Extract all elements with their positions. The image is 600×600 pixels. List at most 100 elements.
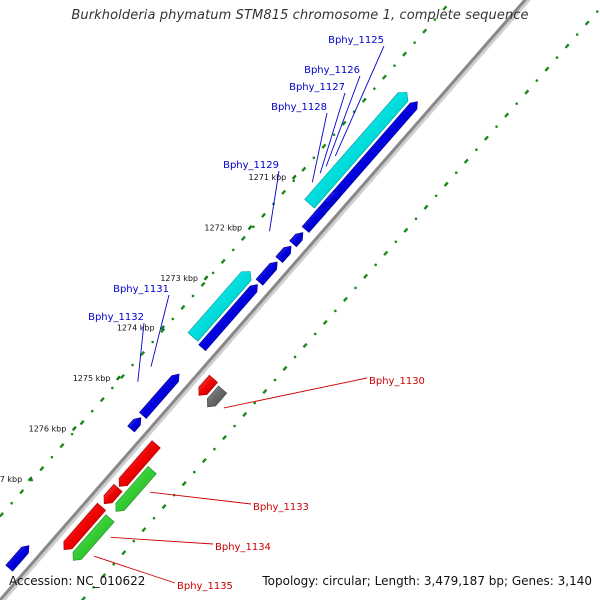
gc-skew-dot bbox=[463, 158, 469, 164]
ruler-tick bbox=[247, 225, 253, 231]
backbone-line bbox=[0, 0, 527, 600]
gene-leader-line bbox=[94, 555, 176, 584]
gc-content-dot bbox=[220, 258, 226, 264]
gc-skew-dot bbox=[262, 388, 268, 395]
gc-skew-dot bbox=[273, 378, 277, 382]
gc-skew-dot bbox=[313, 332, 317, 336]
gc-skew-dot bbox=[434, 194, 438, 198]
gc-content-dot bbox=[0, 512, 5, 518]
gc-skew-dot bbox=[584, 20, 590, 26]
gene-label-reverse: Bphy_1135 bbox=[177, 581, 233, 592]
gc-content-dot bbox=[281, 189, 287, 195]
map-title: Burkholderia phymatum STM815 chromosome … bbox=[71, 8, 529, 23]
gc-content-dot bbox=[361, 97, 367, 103]
gc-skew-dot bbox=[423, 204, 429, 210]
gc-content-dot bbox=[131, 363, 134, 367]
ruler-tick bbox=[203, 275, 209, 281]
gene-leader-line bbox=[319, 92, 346, 174]
gene-leader-line bbox=[334, 45, 385, 157]
forward-cds-feature bbox=[289, 232, 304, 248]
gc-skew-dot bbox=[293, 355, 297, 359]
ruler-tick bbox=[160, 325, 165, 331]
ruler-tick bbox=[27, 476, 33, 482]
gc-content-dot bbox=[393, 64, 396, 67]
gc-skew-dot bbox=[504, 112, 510, 118]
gc-content-dot bbox=[70, 432, 74, 436]
forward-cds-feature bbox=[275, 245, 292, 264]
gc-skew-dot bbox=[334, 309, 337, 313]
ruler-label: 1277 kbp bbox=[0, 475, 22, 484]
forward-cds-feature bbox=[324, 190, 341, 208]
gene-label-reverse: Bphy_1134 bbox=[215, 542, 271, 553]
gc-skew-dot bbox=[374, 263, 377, 267]
gc-skew-dot bbox=[121, 550, 127, 556]
forward-cds-feature bbox=[255, 261, 278, 286]
gc-skew-dot bbox=[394, 240, 398, 244]
gc-content-dot bbox=[301, 166, 307, 172]
gene-label-forward: Bphy_1129 bbox=[223, 160, 279, 171]
gc-content-dot bbox=[341, 120, 347, 126]
gc-skew-dot bbox=[403, 227, 409, 233]
gc-content-dot bbox=[321, 143, 327, 149]
forward-cds-feature bbox=[139, 373, 180, 419]
gc-content-dot bbox=[252, 225, 255, 229]
gc-content-dot bbox=[151, 340, 154, 344]
gc-skew-dot bbox=[555, 56, 559, 59]
gene-label-forward: Bphy_1127 bbox=[289, 82, 345, 93]
gc-content-dot bbox=[200, 281, 206, 288]
gc-skew-dot bbox=[132, 539, 136, 543]
gene-label-forward: Bphy_1126 bbox=[304, 65, 360, 76]
gc-skew-dot bbox=[242, 411, 248, 418]
gc-skew-dot bbox=[443, 181, 449, 187]
gc-skew-dot bbox=[483, 135, 489, 141]
gc-skew-dot bbox=[596, 10, 599, 13]
gc-content-dot bbox=[211, 271, 215, 275]
backbone-shadow bbox=[0, 0, 531, 600]
gc-content-dot bbox=[171, 317, 175, 321]
reverse-cds-feature bbox=[118, 440, 161, 487]
gc-content-dot bbox=[111, 386, 114, 390]
gc-content-dot bbox=[160, 327, 166, 334]
gene-leader-line bbox=[311, 112, 328, 183]
gc-content-dot bbox=[19, 489, 25, 495]
forward-cds-feature bbox=[127, 417, 142, 433]
reverse-rna-feature bbox=[72, 514, 115, 561]
ruler-tick bbox=[116, 375, 121, 381]
gc-content-dot bbox=[422, 28, 428, 34]
gc-content-dot bbox=[373, 87, 376, 90]
gc-skew-dot bbox=[383, 250, 389, 256]
forward-rna-feature bbox=[304, 92, 409, 209]
gc-skew-dot bbox=[161, 504, 167, 510]
gc-content-dot bbox=[90, 409, 94, 413]
gc-content-dot bbox=[59, 443, 65, 449]
gc-content-dot bbox=[332, 133, 336, 137]
gc-content-dot bbox=[231, 248, 235, 252]
reverse-cds-feature bbox=[198, 374, 219, 396]
gene-label-forward: Bphy_1132 bbox=[88, 312, 144, 323]
gc-skew-dot bbox=[233, 424, 236, 428]
gc-skew-dot bbox=[201, 457, 207, 464]
gc-skew-dot bbox=[544, 66, 550, 72]
gc-content-dot bbox=[191, 294, 195, 298]
gene-leader-line bbox=[150, 491, 252, 505]
gene-leader-line bbox=[110, 536, 214, 545]
gc-content-dot bbox=[99, 396, 105, 403]
gc-content-dot bbox=[240, 235, 246, 241]
gc-skew-dot bbox=[564, 43, 570, 49]
reverse-cds-feature bbox=[63, 502, 107, 551]
gene-label-forward: Bphy_1128 bbox=[271, 102, 327, 113]
gene-label-forward: Bphy_1125 bbox=[328, 35, 384, 46]
gc-skew-dot bbox=[354, 286, 357, 290]
ruler-label: 1272 kbp bbox=[204, 224, 242, 233]
genome-summary-text: Topology: circular; Length: 3,479,187 bp… bbox=[262, 574, 592, 588]
gene-label-reverse: Bphy_1130 bbox=[369, 376, 425, 387]
gc-skew-dot bbox=[342, 296, 348, 302]
gc-skew-dot bbox=[282, 365, 288, 372]
gc-content-dot bbox=[119, 373, 125, 380]
gc-skew-dot bbox=[152, 516, 156, 520]
gc-skew-dot bbox=[192, 470, 196, 474]
gc-skew-dot bbox=[222, 434, 228, 441]
gc-content-dot bbox=[180, 304, 186, 311]
forward-cds-feature bbox=[5, 545, 30, 572]
